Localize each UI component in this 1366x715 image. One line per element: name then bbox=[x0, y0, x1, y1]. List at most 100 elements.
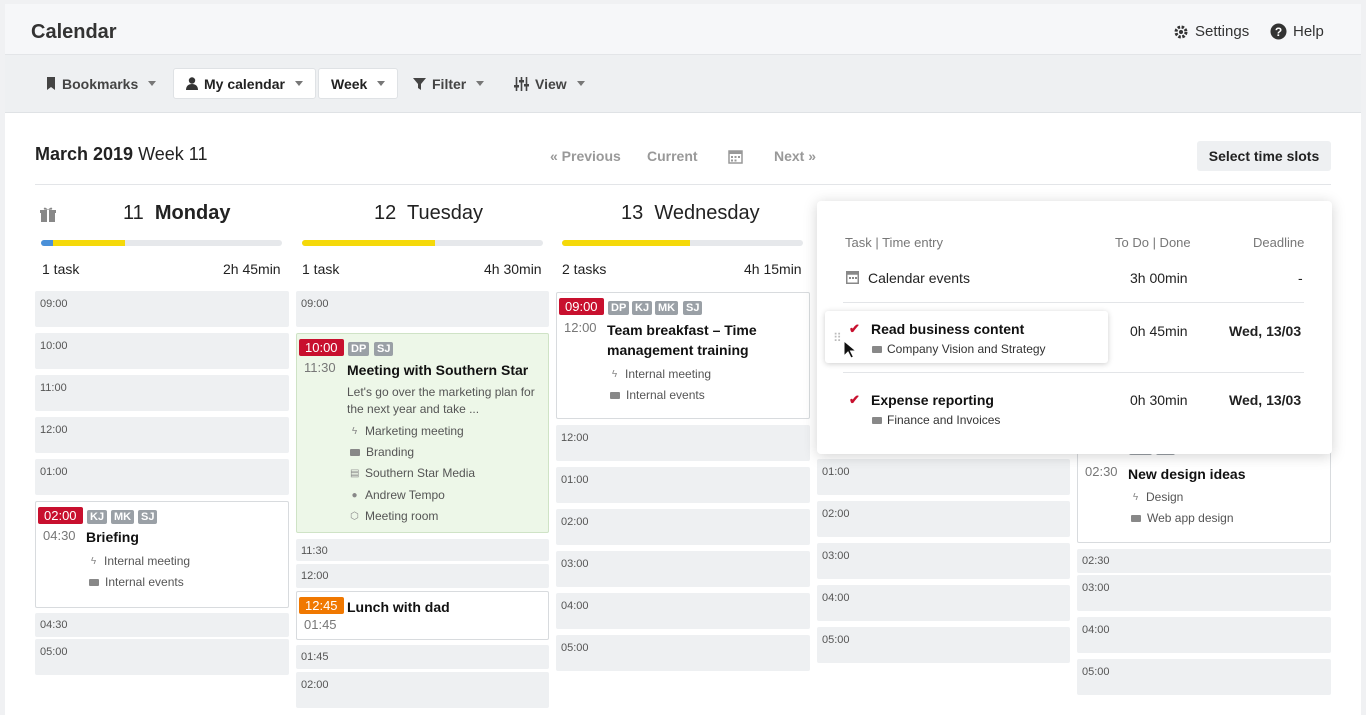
filter-dropdown[interactable]: Filter bbox=[401, 68, 496, 99]
time-slot[interactable]: 03:00 bbox=[1077, 575, 1331, 611]
time-slot[interactable]: 12:00 bbox=[35, 417, 289, 453]
previous-link[interactable]: « Previous bbox=[550, 148, 621, 164]
time-slot[interactable]: 11:00 bbox=[35, 375, 289, 411]
time-slot[interactable]: 04:00 bbox=[556, 593, 810, 629]
event-client: ▤ Southern Star Media bbox=[350, 466, 475, 480]
slot-time: 05:00 bbox=[1082, 666, 1110, 678]
app-title: Calendar bbox=[31, 21, 117, 43]
folder-icon bbox=[1131, 514, 1141, 522]
task-project: Company Vision and Strategy bbox=[872, 342, 1046, 356]
select-time-slots-button[interactable]: Select time slots bbox=[1197, 141, 1331, 171]
settings-link[interactable]: Settings bbox=[1173, 23, 1249, 40]
task-deadline: Wed, 13/03 bbox=[1229, 392, 1302, 408]
filter-label: Filter bbox=[432, 75, 467, 92]
next-link[interactable]: Next » bbox=[774, 148, 817, 164]
event-project-label: Branding bbox=[366, 445, 415, 459]
event-project: Internal events bbox=[610, 388, 705, 402]
assignee-tag: DP bbox=[608, 301, 630, 315]
time-slot[interactable]: 11:30 bbox=[296, 539, 549, 561]
task-row-dragging[interactable]: ⠿ ✔ Read business content Company Vision… bbox=[825, 311, 1108, 363]
end-time: 02:30 bbox=[1085, 464, 1118, 479]
time-slot[interactable]: 01:00 bbox=[35, 459, 289, 495]
calendar-picker-icon[interactable] bbox=[728, 149, 743, 164]
chevron-down-icon bbox=[377, 81, 386, 86]
filter-icon bbox=[413, 77, 426, 90]
event-location-label: Meeting room bbox=[365, 509, 439, 523]
time-slot[interactable]: 02:00 bbox=[556, 509, 810, 545]
week-dropdown[interactable]: Week bbox=[318, 68, 399, 99]
slot-time: 04:30 bbox=[40, 619, 68, 631]
event-briefing[interactable]: 02:00 KJ MK SJ 04:30 Briefing ϟ Internal … bbox=[35, 501, 289, 608]
assignee-tag: MK bbox=[655, 301, 679, 315]
time-slot[interactable]: 02:30 bbox=[1077, 549, 1331, 573]
progress-bar-monday bbox=[41, 240, 282, 246]
time-slot[interactable]: 09:00 bbox=[35, 291, 289, 327]
task-title[interactable]: Expense reporting bbox=[871, 392, 994, 408]
gift-icon bbox=[40, 207, 56, 222]
time-slot[interactable]: 02:00 bbox=[817, 501, 1070, 537]
end-time: 11:30 bbox=[304, 360, 336, 375]
event-type-label: Internal meeting bbox=[104, 554, 191, 568]
day-number: 13 bbox=[621, 202, 644, 224]
building-icon: ▤ bbox=[350, 467, 360, 479]
event-project: Branding bbox=[350, 445, 414, 459]
time-slot[interactable]: 03:00 bbox=[817, 543, 1070, 579]
event-title: management training bbox=[607, 342, 749, 358]
bolt-icon: ϟ bbox=[1132, 491, 1139, 503]
end-time: 04:30 bbox=[43, 528, 76, 543]
time-slot[interactable]: 01:00 bbox=[817, 459, 1070, 495]
chevron-down-icon bbox=[576, 81, 585, 86]
event-project-label: Internal events bbox=[105, 575, 184, 589]
event-client-label: Southern Star Media bbox=[365, 466, 476, 480]
user-icon bbox=[186, 77, 198, 90]
slot-time: 02:00 bbox=[822, 508, 850, 520]
help-label: Help bbox=[1293, 23, 1324, 40]
bookmarks-dropdown[interactable]: Bookmarks bbox=[34, 68, 168, 99]
view-dropdown[interactable]: View bbox=[502, 68, 597, 99]
time-slot[interactable]: 05:00 bbox=[35, 639, 289, 675]
slot-time: 02:00 bbox=[561, 516, 589, 528]
day-header-monday: 11 Monday bbox=[123, 202, 230, 225]
bookmarks-label: Bookmarks bbox=[62, 75, 139, 92]
bookmark-icon bbox=[47, 77, 55, 90]
app-window: Calendar Settings ? Help Bookmarks My ca… bbox=[5, 4, 1361, 715]
event-project: Internal events bbox=[89, 575, 184, 589]
task-count-monday: 1 task bbox=[42, 261, 80, 277]
time-slot[interactable]: 05:00 bbox=[1077, 659, 1331, 695]
event-team-breakfast[interactable]: 09:00 DP KJ MK SJ 12:00 Team breakfast –… bbox=[556, 292, 810, 419]
time-slot[interactable]: 12:00 bbox=[556, 425, 810, 461]
check-icon: ✔ bbox=[849, 321, 860, 336]
slot-time: 09:00 bbox=[301, 298, 329, 310]
time-slot[interactable]: 02:00 bbox=[296, 672, 549, 708]
slot-time: 02:00 bbox=[301, 679, 329, 691]
drag-handle-icon[interactable]: ⠿ bbox=[833, 331, 842, 345]
event-lunch-with-dad[interactable]: 12:45 Lunch with dad 01:45 bbox=[296, 591, 549, 640]
time-slot[interactable]: 04:30 bbox=[35, 613, 289, 637]
time-slot[interactable]: 12:00 bbox=[296, 564, 549, 588]
slot-time: 11:30 bbox=[301, 545, 328, 557]
event-location: ⬡ Meeting room bbox=[350, 509, 438, 523]
time-slot[interactable]: 01:45 bbox=[296, 645, 549, 669]
time-slot[interactable]: 10:00 bbox=[35, 333, 289, 369]
my-calendar-dropdown[interactable]: My calendar bbox=[173, 68, 316, 99]
time-slot[interactable]: 03:00 bbox=[556, 551, 810, 587]
time-slot[interactable]: 01:00 bbox=[556, 467, 810, 503]
current-link[interactable]: Current bbox=[647, 148, 698, 164]
time-slot[interactable]: 05:00 bbox=[556, 635, 810, 671]
column-header-task: Task | Time entry bbox=[845, 235, 944, 250]
event-title: Briefing bbox=[86, 529, 139, 545]
slot-time: 01:00 bbox=[40, 466, 68, 478]
time-slot[interactable]: 05:00 bbox=[817, 627, 1070, 663]
calendar-events-label: Calendar events bbox=[868, 270, 970, 286]
day-name: Wednesday bbox=[654, 202, 760, 224]
time-slot[interactable]: 04:00 bbox=[817, 585, 1070, 621]
slot-time: 04:00 bbox=[1082, 624, 1110, 636]
check-icon: ✔ bbox=[849, 392, 860, 407]
event-project: Web app design bbox=[1131, 511, 1234, 525]
help-link[interactable]: ? Help bbox=[1270, 23, 1324, 40]
slot-time: 02:30 bbox=[1082, 555, 1110, 567]
time-slot[interactable]: 04:00 bbox=[1077, 617, 1331, 653]
time-slot[interactable]: 09:00 bbox=[296, 291, 549, 327]
event-meeting-southern-star[interactable]: 10:00 DP SJ 11:30 Meeting with Southern … bbox=[296, 333, 549, 533]
